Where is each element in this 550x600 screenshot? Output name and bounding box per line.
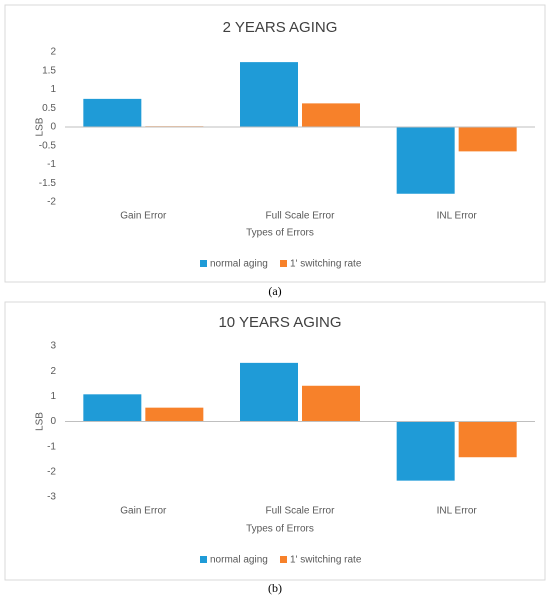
x-axis-label: Types of Errors bbox=[246, 228, 314, 239]
y-tick-label: 2 bbox=[50, 47, 56, 58]
y-tick-label: 1 bbox=[50, 391, 56, 402]
bar bbox=[458, 421, 517, 458]
bar bbox=[83, 98, 142, 127]
bar bbox=[396, 127, 455, 194]
bar bbox=[240, 62, 298, 127]
y-axis-label: LSB bbox=[35, 117, 46, 136]
x-tick-label: Gain Error bbox=[120, 506, 167, 517]
legend-swatch bbox=[200, 260, 207, 267]
y-tick-label: -2 bbox=[47, 197, 56, 208]
y-tick-label: 0 bbox=[50, 122, 56, 133]
bar bbox=[458, 127, 517, 152]
bar bbox=[240, 362, 298, 422]
y-tick-label: 1 bbox=[50, 84, 56, 95]
chart-title: 2 YEARS AGING bbox=[223, 19, 338, 36]
legend-label: 1' switching rate bbox=[290, 555, 362, 566]
legend-swatch bbox=[280, 260, 287, 267]
y-tick-label: 1.5 bbox=[42, 65, 56, 76]
y-tick-label: 0 bbox=[50, 416, 56, 427]
y-tick-label: 2 bbox=[50, 366, 56, 377]
bar bbox=[83, 394, 142, 422]
x-tick-label: INL Error bbox=[437, 506, 478, 517]
chart-title: 10 YEARS AGING bbox=[218, 314, 341, 331]
x-tick-label: INL Error bbox=[437, 211, 478, 222]
y-tick-label: -1 bbox=[47, 441, 56, 452]
legend-label: normal aging bbox=[210, 555, 268, 566]
legend-label: normal aging bbox=[210, 259, 268, 270]
chart-frame bbox=[4, 4, 546, 283]
bar bbox=[396, 421, 455, 481]
x-tick-label: Full Scale Error bbox=[266, 211, 336, 222]
y-tick-label: -3 bbox=[47, 492, 56, 503]
x-tick-label: Gain Error bbox=[120, 211, 167, 222]
caption: (a) bbox=[268, 284, 281, 298]
y-tick-label: 3 bbox=[50, 341, 56, 352]
chart-frame bbox=[4, 301, 546, 581]
x-axis-label: Types of Errors bbox=[246, 524, 314, 535]
y-tick-label: 0.5 bbox=[42, 103, 56, 114]
bar bbox=[302, 385, 360, 422]
y-axis-label: LSB bbox=[35, 412, 46, 431]
legend-swatch bbox=[200, 556, 207, 563]
bar bbox=[302, 103, 360, 127]
legend-swatch bbox=[280, 556, 287, 563]
y-tick-label: -0.5 bbox=[39, 140, 57, 151]
y-tick-label: -1 bbox=[47, 159, 56, 170]
caption: (b) bbox=[268, 581, 282, 595]
x-tick-label: Full Scale Error bbox=[266, 506, 336, 517]
y-tick-label: -1.5 bbox=[39, 178, 57, 189]
y-tick-label: -2 bbox=[47, 466, 56, 477]
bar bbox=[145, 407, 204, 422]
legend-label: 1' switching rate bbox=[290, 259, 362, 270]
